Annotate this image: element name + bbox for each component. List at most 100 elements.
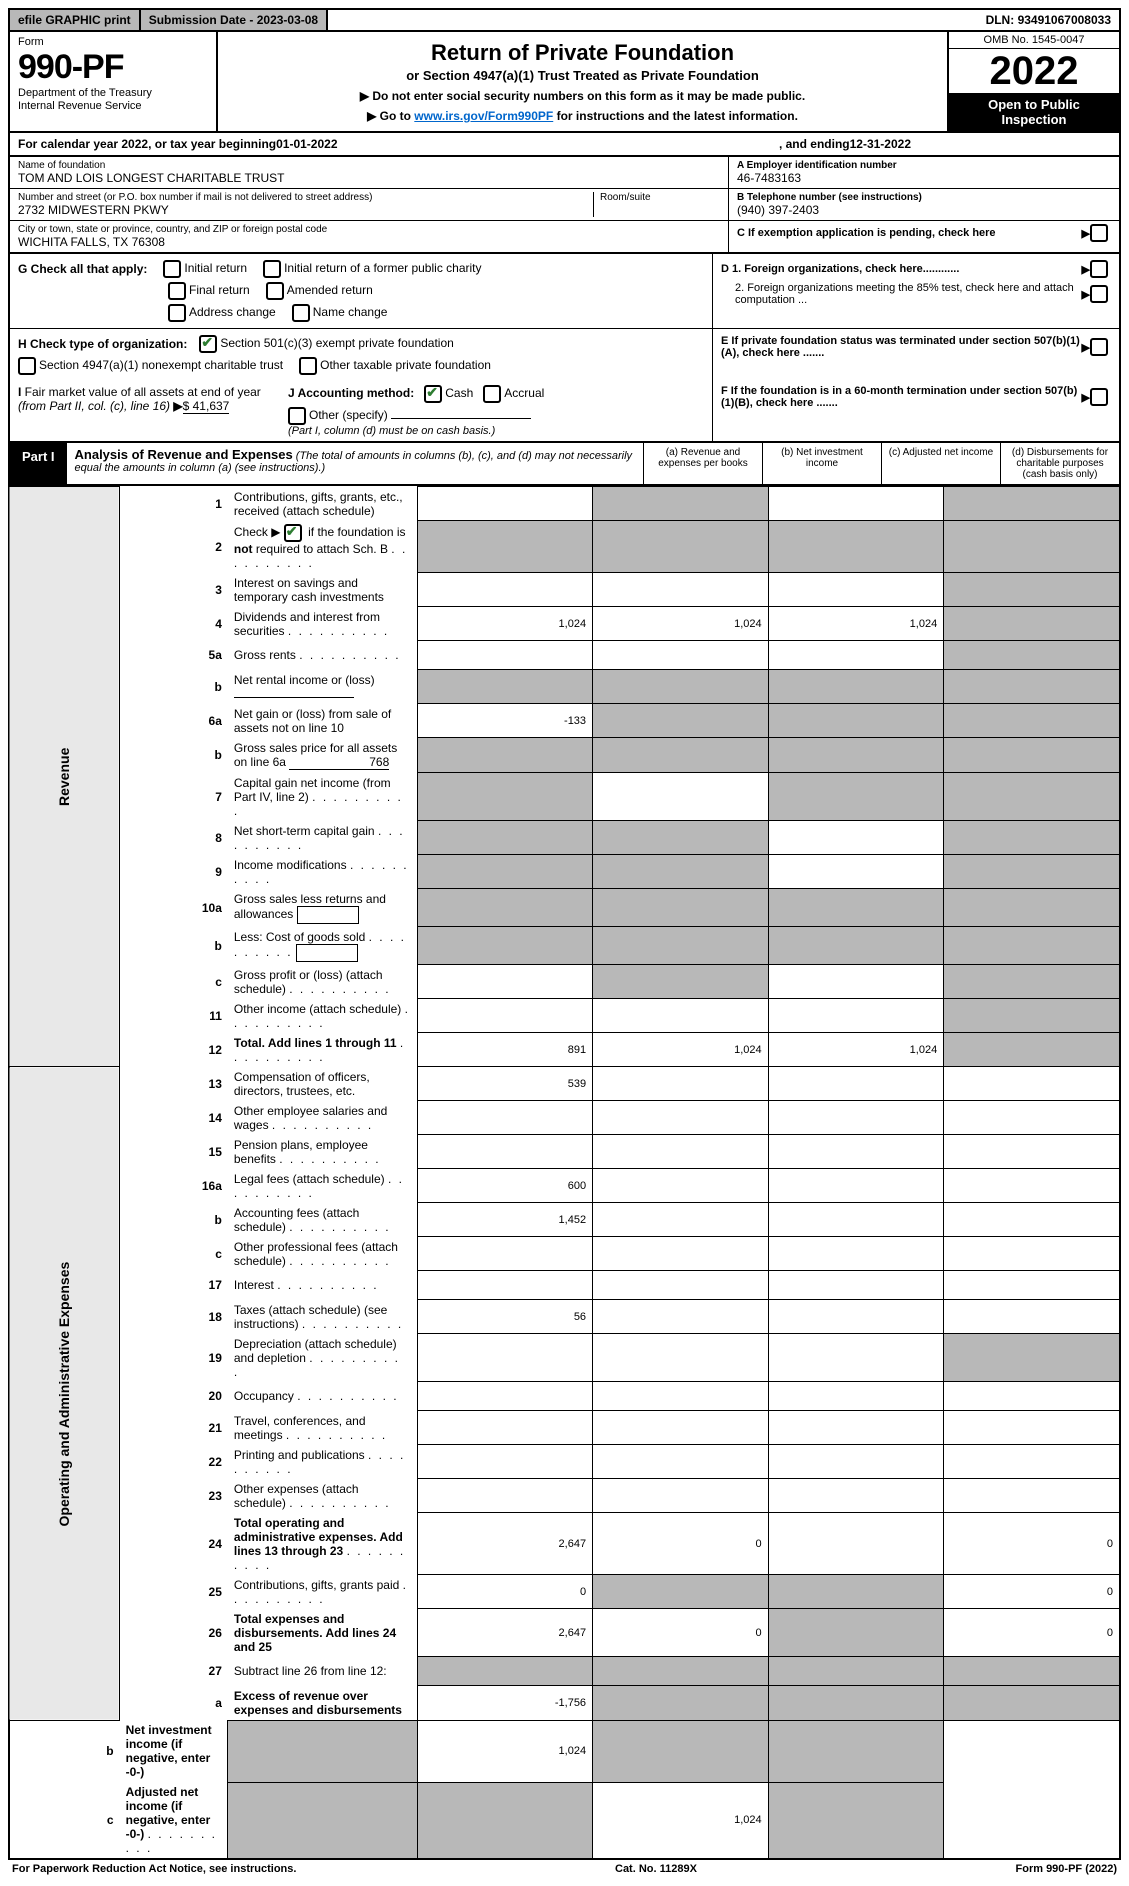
l12-desc: Total. Add lines 1 through 11 bbox=[228, 1033, 417, 1067]
j-accrual-checkbox[interactable] bbox=[483, 385, 501, 403]
l16c-desc: Other professional fees (attach schedule… bbox=[228, 1237, 417, 1271]
form-label: Form bbox=[18, 36, 208, 48]
c-checkbox[interactable] bbox=[1090, 224, 1108, 242]
d1-checkbox[interactable] bbox=[1090, 260, 1108, 278]
revenue-sidelabel: Revenue bbox=[9, 487, 120, 1067]
h-4947-checkbox[interactable] bbox=[18, 357, 36, 375]
l27c-c: 1,024 bbox=[593, 1782, 769, 1859]
line-14: 14Other employee salaries and wages bbox=[9, 1101, 1120, 1135]
city-label: City or town, state or province, country… bbox=[18, 224, 720, 235]
h-other-label: Other taxable private foundation bbox=[320, 358, 491, 372]
address-change-checkbox[interactable] bbox=[168, 304, 186, 322]
amended-return-checkbox[interactable] bbox=[266, 282, 284, 300]
l15-desc: Pension plans, employee benefits bbox=[228, 1135, 417, 1169]
h-label: H Check type of organization: bbox=[18, 337, 187, 351]
f-label: F If the foundation is in a 60-month ter… bbox=[721, 385, 1082, 409]
l16b-desc: Accounting fees (attach schedule) bbox=[228, 1203, 417, 1237]
name-change-checkbox[interactable] bbox=[292, 304, 310, 322]
part1-title-bold: Analysis of Revenue and Expenses bbox=[75, 447, 293, 462]
d2-checkbox[interactable] bbox=[1090, 285, 1108, 303]
footer-left: For Paperwork Reduction Act Notice, see … bbox=[12, 1863, 296, 1875]
page-footer: For Paperwork Reduction Act Notice, see … bbox=[8, 1860, 1121, 1878]
l23-desc: Other expenses (attach schedule) bbox=[228, 1479, 417, 1513]
inst-line1: ▶ Do not enter social security numbers o… bbox=[228, 89, 937, 103]
line-13: Operating and Administrative Expenses 13… bbox=[9, 1067, 1120, 1101]
l13-desc: Compensation of officers, directors, tru… bbox=[228, 1067, 417, 1101]
header-center: Return of Private Foundation or Section … bbox=[218, 32, 947, 131]
l26-b: 0 bbox=[593, 1609, 769, 1657]
h-501c3-checkbox[interactable] bbox=[199, 335, 217, 353]
j-other-checkbox[interactable] bbox=[288, 407, 306, 425]
c-label: C If exemption application is pending, c… bbox=[737, 227, 1082, 239]
h-4947-label: Section 4947(a)(1) nonexempt charitable … bbox=[39, 358, 283, 372]
l4-b: 1,024 bbox=[593, 607, 769, 641]
inst2-post: for instructions and the latest informat… bbox=[553, 109, 798, 123]
l12-b: 1,024 bbox=[593, 1033, 769, 1067]
initial-return-checkbox[interactable] bbox=[163, 260, 181, 278]
l10a-desc: Gross sales less returns and allowances bbox=[228, 889, 417, 927]
line-24: 24Total operating and administrative exp… bbox=[9, 1513, 1120, 1575]
dln: DLN: 93491067008033 bbox=[978, 10, 1119, 30]
line-5a: 5aGross rents bbox=[9, 641, 1120, 670]
inst2-pre: ▶ Go to bbox=[367, 109, 414, 123]
l2-checkbox[interactable] bbox=[284, 524, 302, 542]
calyear-mid: , and ending bbox=[779, 137, 850, 151]
line-1: Revenue 1Contributions, gifts, grants, e… bbox=[9, 487, 1120, 521]
line-12: 12Total. Add lines 1 through 11 8911,024… bbox=[9, 1033, 1120, 1067]
header-left: Form 990-PF Department of the Treasury I… bbox=[10, 32, 218, 131]
l12-c: 1,024 bbox=[768, 1033, 944, 1067]
form-subtitle: or Section 4947(a)(1) Trust Treated as P… bbox=[228, 68, 937, 83]
initial-return-label: Initial return bbox=[184, 261, 247, 275]
l24-desc: Total operating and administrative expen… bbox=[228, 1513, 417, 1575]
g-label: G Check all that apply: bbox=[18, 262, 147, 276]
line-18: 18Taxes (attach schedule) (see instructi… bbox=[9, 1300, 1120, 1334]
dept-treasury: Department of the Treasury bbox=[18, 87, 208, 100]
e-checkbox[interactable] bbox=[1090, 338, 1108, 356]
addr-label: Number and street (or P.O. box number if… bbox=[18, 192, 593, 203]
foundation-name: TOM AND LOIS LONGEST CHARITABLE TRUST bbox=[18, 171, 720, 185]
initial-former-checkbox[interactable] bbox=[263, 260, 281, 278]
inst-line2: ▶ Go to www.irs.gov/Form990PF for instru… bbox=[228, 109, 937, 123]
omb-number: OMB No. 1545-0047 bbox=[949, 32, 1119, 49]
form-number: 990-PF bbox=[18, 48, 208, 87]
phone-value: (940) 397-2403 bbox=[737, 203, 1111, 217]
part1-label: Part I bbox=[10, 443, 67, 484]
l6b-desc: Gross sales price for all assets on line… bbox=[228, 738, 417, 773]
d2-label: 2. Foreign organizations meeting the 85%… bbox=[721, 282, 1082, 306]
f-checkbox[interactable] bbox=[1090, 388, 1108, 406]
line-3: 3Interest on savings and temporary cash … bbox=[9, 573, 1120, 607]
l14-desc: Other employee salaries and wages bbox=[228, 1101, 417, 1135]
final-return-checkbox[interactable] bbox=[168, 282, 186, 300]
f-right: F If the foundation is in a 60-month ter… bbox=[712, 381, 1119, 441]
ij-left: I Fair market value of all assets at end… bbox=[10, 381, 712, 441]
line-10c: cGross profit or (loss) (attach schedule… bbox=[9, 965, 1120, 999]
l5a-desc: Gross rents bbox=[228, 641, 417, 670]
line-6b: bGross sales price for all assets on lin… bbox=[9, 738, 1120, 773]
top-bar: efile GRAPHIC print Submission Date - 20… bbox=[8, 8, 1121, 32]
l27a-desc: Excess of revenue over expenses and disb… bbox=[228, 1686, 417, 1721]
tax-year: 2022 bbox=[949, 49, 1119, 93]
efile-label[interactable]: efile GRAPHIC print bbox=[10, 10, 141, 30]
g-left: G Check all that apply: Initial return I… bbox=[10, 254, 712, 328]
line-19: 19Depreciation (attach schedule) and dep… bbox=[9, 1334, 1120, 1382]
h-other-checkbox[interactable] bbox=[299, 357, 317, 375]
calyear-pre: For calendar year 2022, or tax year begi… bbox=[18, 137, 276, 151]
j-label: J Accounting method: bbox=[288, 386, 414, 400]
l27b-desc: Net investment income (if negative, ente… bbox=[120, 1720, 228, 1782]
line-9: 9Income modifications bbox=[9, 855, 1120, 889]
form-link[interactable]: www.irs.gov/Form990PF bbox=[414, 109, 553, 123]
l10c-desc: Gross profit or (loss) (attach schedule) bbox=[228, 965, 417, 999]
j-cash-checkbox[interactable] bbox=[424, 385, 442, 403]
name-change-label: Name change bbox=[313, 305, 388, 319]
l26-desc: Total expenses and disbursements. Add li… bbox=[228, 1609, 417, 1657]
line-20: 20Occupancy bbox=[9, 1382, 1120, 1411]
calyear-begin: 01-01-2022 bbox=[276, 137, 337, 151]
l22-desc: Printing and publications bbox=[228, 1445, 417, 1479]
j-cash-label: Cash bbox=[445, 386, 473, 400]
amended-return-label: Amended return bbox=[287, 283, 373, 297]
l17-desc: Interest bbox=[228, 1271, 417, 1300]
l24-b: 0 bbox=[593, 1513, 769, 1575]
l3-desc: Interest on savings and temporary cash i… bbox=[228, 573, 417, 607]
line-7: 7Capital gain net income (from Part IV, … bbox=[9, 773, 1120, 821]
part1-title: Analysis of Revenue and Expenses (The to… bbox=[67, 443, 643, 484]
